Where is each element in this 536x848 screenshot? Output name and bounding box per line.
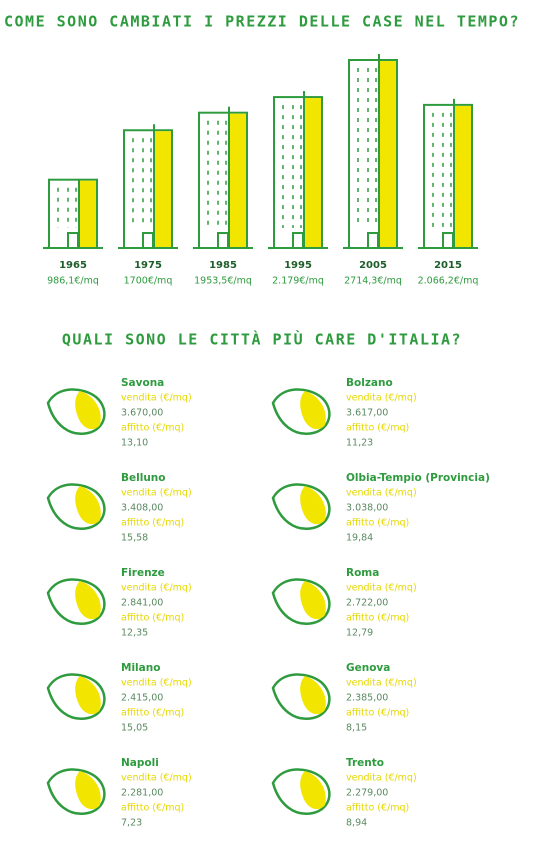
rent-value: 12,35 (121, 628, 148, 639)
rent-label: affitto (€/mq) (346, 423, 409, 434)
building-shade (454, 105, 471, 247)
year-label: 1975 (134, 260, 162, 271)
sale-value: 2.841,00 (121, 598, 163, 609)
door (142, 232, 154, 249)
rent-label: affitto (€/mq) (121, 423, 184, 434)
city-map-highlight (300, 581, 326, 620)
year-label: 1985 (209, 260, 237, 271)
sale-label: vendita (€/mq) (121, 583, 192, 594)
building-shade (79, 180, 96, 247)
city-name: Bolzano (346, 377, 393, 389)
building-shade (379, 61, 396, 247)
rent-label: affitto (€/mq) (346, 613, 409, 624)
rent-label: affitto (€/mq) (346, 708, 409, 719)
year-label: 2005 (359, 260, 387, 271)
rent-value: 7,23 (121, 818, 142, 829)
city-name: Olbia-Tempio (Provincia) (346, 472, 490, 484)
sale-value: 3.408,00 (121, 503, 163, 514)
city-map-highlight (300, 391, 326, 430)
value-label: 2.066,2€/mq (418, 276, 479, 287)
city-name: Savona (121, 377, 164, 389)
door (442, 232, 454, 249)
sale-value: 2.722,00 (346, 598, 388, 609)
door (367, 232, 379, 249)
value-label: 1700€/mq (124, 276, 173, 287)
city-name: Belluno (121, 472, 166, 484)
building (118, 124, 178, 249)
city-map-highlight (300, 771, 326, 810)
city-map-highlight (75, 676, 101, 715)
sale-label: vendita (€/mq) (346, 678, 417, 689)
city-name: Milano (121, 662, 160, 674)
city-name: Roma (346, 567, 379, 579)
rent-label: affitto (€/mq) (121, 613, 184, 624)
building-shade (304, 98, 321, 247)
rent-label: affitto (€/mq) (346, 803, 409, 814)
rent-value: 15,58 (121, 533, 148, 544)
sale-label: vendita (€/mq) (121, 773, 192, 784)
year-label: 2015 (434, 260, 462, 271)
building (193, 106, 253, 249)
city-map-highlight (300, 486, 326, 525)
rent-value: 11,23 (346, 438, 373, 449)
rent-value: 19,84 (346, 533, 373, 544)
city-name: Genova (346, 662, 390, 674)
rent-value: 8,15 (346, 723, 367, 734)
sale-value: 3.670,00 (121, 408, 163, 419)
building (268, 91, 328, 249)
sale-value: 2.415,00 (121, 693, 163, 704)
sale-label: vendita (€/mq) (121, 393, 192, 404)
building-shade (229, 113, 246, 247)
building-shade (154, 131, 171, 247)
value-label: 2.179€/mq (272, 276, 324, 287)
city-map-highlight (75, 486, 101, 525)
sale-label: vendita (€/mq) (346, 773, 417, 784)
rent-value: 13,10 (121, 438, 148, 449)
city-map-highlight (75, 581, 101, 620)
rent-label: affitto (€/mq) (121, 518, 184, 529)
rent-value: 15,05 (121, 723, 148, 734)
city-name: Napoli (121, 757, 159, 769)
sale-value: 3.617,00 (346, 408, 388, 419)
sale-label: vendita (€/mq) (121, 678, 192, 689)
city-name: Firenze (121, 567, 165, 579)
rent-label: affitto (€/mq) (121, 708, 184, 719)
chart-title: COME SONO CAMBIATI I PREZZI DELLE CASE N… (4, 13, 520, 31)
building (418, 98, 478, 249)
sale-label: vendita (€/mq) (121, 488, 192, 499)
building (43, 178, 103, 250)
value-label: 1953,5€/mq (194, 276, 252, 287)
value-label: 986,1€/mq (47, 276, 99, 287)
section-title: QUALI SONO LE CITTÀ PIÙ CARE D'ITALIA? (62, 330, 462, 349)
sale-label: vendita (€/mq) (346, 488, 417, 499)
door (67, 232, 79, 249)
sale-value: 3.038,00 (346, 503, 388, 514)
year-label: 1965 (59, 260, 87, 271)
rent-label: affitto (€/mq) (121, 803, 184, 814)
rent-value: 12,79 (346, 628, 373, 639)
city-map-highlight (75, 771, 101, 810)
sale-label: vendita (€/mq) (346, 583, 417, 594)
city-name: Trento (346, 757, 384, 769)
city-map-highlight (300, 676, 326, 715)
city-map-highlight (75, 391, 101, 430)
sale-value: 2.279,00 (346, 788, 388, 799)
building (343, 54, 403, 249)
sale-value: 2.385,00 (346, 693, 388, 704)
rent-value: 8,94 (346, 818, 367, 829)
year-label: 1995 (284, 260, 312, 271)
door (292, 232, 304, 249)
sale-value: 2.281,00 (121, 788, 163, 799)
sale-label: vendita (€/mq) (346, 393, 417, 404)
door (217, 232, 229, 249)
value-label: 2714,3€/mq (344, 276, 402, 287)
rent-label: affitto (€/mq) (346, 518, 409, 529)
